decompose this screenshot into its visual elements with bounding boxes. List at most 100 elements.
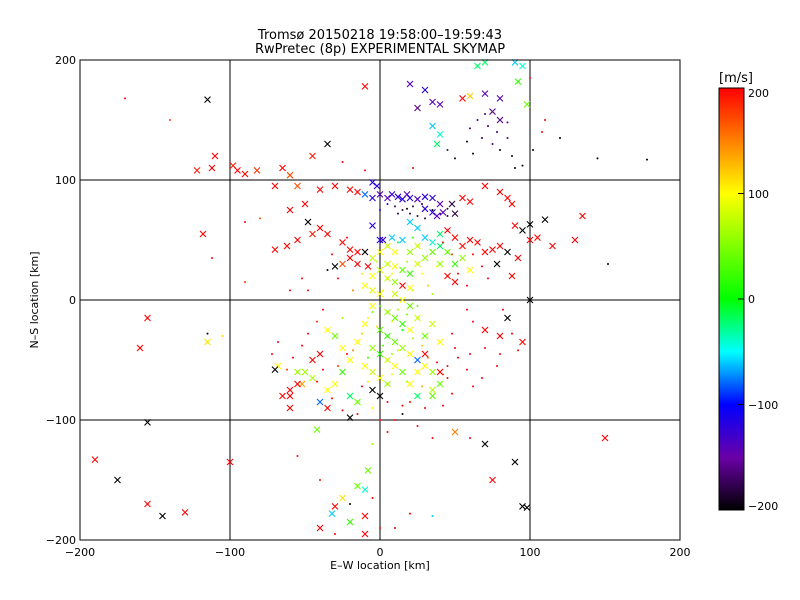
data-point-cross	[436, 131, 444, 138]
data-point-cross	[199, 230, 207, 238]
chart-subtitle: RwPretec (8p) EXPERIMENTAL SKYMAP	[255, 42, 505, 57]
data-point-cross	[361, 530, 369, 538]
data-point-dot	[442, 373, 444, 376]
data-point-cross	[459, 242, 466, 250]
data-point-dot	[412, 289, 414, 292]
data-point-cross	[474, 62, 481, 70]
data-point-cross	[429, 122, 436, 130]
y-tick-label: 200	[55, 54, 76, 67]
data-point-dot	[352, 349, 354, 352]
data-point-dot	[409, 401, 411, 403]
data-point-cross	[204, 338, 211, 346]
data-point-dot	[211, 257, 213, 259]
data-point-cross	[309, 230, 316, 238]
data-point-dot	[221, 335, 224, 337]
data-point-cross	[394, 193, 402, 201]
data-point-dot	[289, 289, 291, 292]
data-point-dot	[371, 497, 374, 499]
data-point-cross	[364, 263, 372, 270]
data-point-dot	[322, 368, 324, 371]
data-point-cross	[369, 386, 376, 394]
data-point-dot	[409, 512, 411, 515]
data-point-cross	[448, 200, 456, 208]
data-point-cross	[324, 326, 331, 334]
data-point-cross	[316, 398, 324, 406]
x-tick-label: −200	[65, 546, 95, 559]
data-point-dot	[427, 356, 429, 359]
data-point-dot	[349, 503, 351, 505]
data-point-cross	[208, 164, 216, 172]
data-point-dot	[484, 347, 486, 349]
data-point-cross	[286, 386, 294, 394]
data-point-cross	[361, 282, 369, 289]
data-point-dot	[424, 407, 426, 409]
data-point-dot	[271, 353, 273, 355]
data-point-cross	[399, 282, 406, 289]
data-point-cross	[144, 419, 151, 426]
data-point-cross	[369, 368, 376, 376]
data-point-cross	[354, 260, 361, 268]
data-point-dot	[457, 356, 459, 359]
data-point-cross	[459, 254, 466, 262]
data-point-cross	[339, 344, 346, 352]
data-point-cross	[414, 356, 421, 364]
data-point-cross	[324, 140, 331, 148]
data-point-dot	[499, 353, 501, 355]
data-point-cross	[279, 164, 286, 172]
data-point-dot	[409, 212, 411, 215]
data-point-cross	[301, 200, 309, 208]
data-point-cross	[271, 182, 279, 190]
data-point-dot	[169, 119, 171, 121]
data-point-dot	[292, 356, 294, 359]
data-point-cross	[346, 356, 354, 364]
data-point-cross	[406, 194, 414, 202]
data-point-cross	[436, 338, 444, 346]
data-point-dot	[361, 385, 363, 388]
data-point-cross	[391, 248, 399, 256]
data-point-dot	[416, 215, 419, 217]
data-point-dot	[646, 158, 648, 161]
data-point-cross	[481, 326, 489, 334]
data-point-cross	[376, 236, 384, 244]
data-point-cross	[346, 518, 354, 526]
data-point-dot	[337, 365, 339, 367]
data-point-dot	[386, 401, 389, 403]
plot-frame	[79, 59, 681, 541]
data-point-dot	[286, 368, 288, 371]
data-point-dot	[341, 409, 344, 412]
data-point-cross	[436, 101, 444, 108]
data-point-cross	[406, 80, 414, 88]
data-point-cross	[301, 368, 309, 376]
data-point-dot	[401, 209, 404, 211]
data-point-cross	[376, 350, 384, 358]
data-point-cross	[496, 95, 504, 102]
y-tick-label: 100	[55, 174, 76, 187]
data-point-cross	[361, 248, 369, 256]
data-point-cross	[489, 476, 496, 484]
data-point-cross	[534, 234, 541, 241]
data-point-dot	[322, 308, 324, 311]
data-point-dot	[506, 137, 509, 139]
data-point-dot	[301, 277, 303, 280]
data-point-dot	[379, 527, 381, 529]
data-point-cross	[331, 263, 339, 270]
data-point-dot	[386, 431, 389, 433]
data-point-dot	[481, 265, 483, 268]
data-point-dot	[454, 347, 456, 349]
data-point-dot	[457, 272, 459, 275]
data-point-cross	[406, 350, 414, 358]
data-point-cross	[304, 218, 312, 226]
data-point-dot	[466, 140, 468, 143]
data-point-dot	[371, 407, 374, 409]
data-point-dot	[346, 236, 348, 239]
data-point-cross	[429, 194, 436, 202]
data-point-cross	[354, 398, 361, 406]
data-point-dot	[259, 217, 261, 220]
data-point-cross	[346, 392, 354, 400]
data-point-cross	[421, 234, 429, 241]
data-point-dot	[356, 413, 359, 415]
colorbar-tick-label: 200	[748, 87, 769, 100]
data-point-dot	[367, 317, 369, 319]
data-point-cross	[526, 221, 534, 228]
data-point-dot	[469, 353, 471, 355]
